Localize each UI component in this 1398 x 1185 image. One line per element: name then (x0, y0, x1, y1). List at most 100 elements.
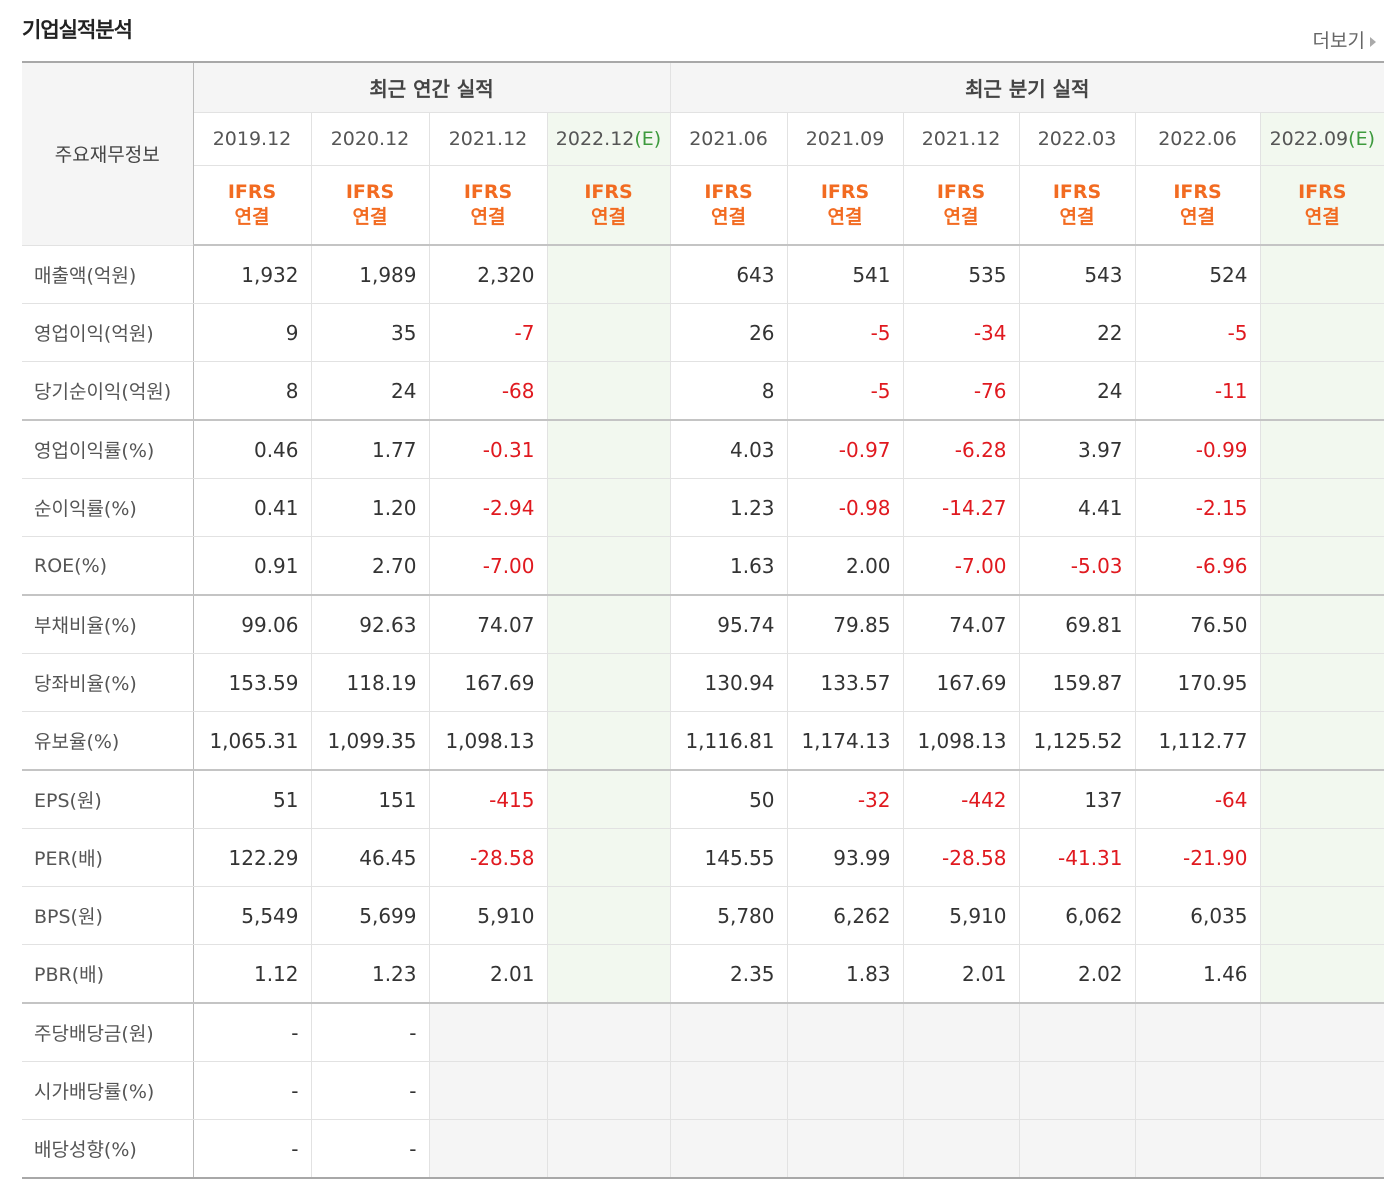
value-cell: 50 (669, 769, 788, 829)
value-cell: 95.74 (669, 594, 788, 654)
row-label: BPS(원) (22, 886, 194, 945)
value-cell: 24 (310, 361, 430, 421)
empty-cell (786, 1061, 904, 1120)
empty-cell (1259, 536, 1385, 596)
value-cell: -6.96 (1134, 536, 1261, 596)
value-cell: 92.63 (310, 594, 430, 654)
value-cell: 524 (1134, 244, 1261, 304)
accounting-standard: IFRS (936, 181, 986, 203)
period-header: 2020.12 (310, 112, 430, 166)
section-title: 기업실적분석 (22, 18, 133, 42)
empty-cell (1259, 594, 1385, 654)
period-header: 2022.09(E) (1259, 112, 1385, 166)
empty-cell (1259, 828, 1385, 887)
empty-cell (1259, 244, 1385, 304)
table-head: 주요재무정보 최근 연간 실적 최근 분기 실적 2019.12 2020.12 2021… (22, 61, 1385, 246)
value-cell: 1,065.31 (192, 711, 312, 771)
estimate-mark: (E) (634, 128, 662, 150)
value-cell: 99.06 (192, 594, 312, 654)
more-link[interactable]: 더보기 (1313, 26, 1376, 53)
empty-cell (546, 536, 671, 596)
value-cell: 133.57 (786, 653, 904, 712)
value-cell: 145.55 (669, 828, 788, 887)
value-cell: 5,699 (310, 886, 430, 945)
more-text[interactable]: 더보기 (1312, 30, 1365, 52)
value-cell: 4.03 (669, 419, 788, 479)
accounting-standard: IFRS (345, 181, 395, 203)
ifrs-row: IFRS 연결 IFRS 연결 IFRS 연결 IFRS 연결 IFRS 연결 IFRS 연결 IFRS… (22, 165, 1385, 246)
consolidation-scope: 연결 (1180, 206, 1215, 228)
value-cell: 0.91 (192, 536, 312, 596)
value-cell: -7.00 (902, 536, 1020, 596)
period-date: 2021.09 (805, 128, 885, 150)
period-header: 2022.12(E) (546, 112, 671, 166)
empty-cell (546, 653, 671, 712)
empty-cell (546, 1061, 671, 1120)
value-cell: 0.46 (192, 419, 312, 479)
value-cell: 130.94 (669, 653, 788, 712)
value-cell: 5,910 (902, 886, 1020, 945)
empty-cell (546, 303, 671, 362)
data-row: 영업이익률(%) 0.46 1.77 -0.31 4.03 -0.97 -6.28 3.97-… (22, 419, 1385, 479)
row-label: 영업이익(억원) (22, 303, 194, 362)
empty-cell (546, 244, 671, 304)
empty-cell (1259, 1119, 1385, 1179)
empty-cell (786, 1119, 904, 1179)
value-cell: 1,099.35 (310, 711, 430, 771)
value-cell: 26 (669, 303, 788, 362)
consolidation-scope: 연결 (1304, 206, 1340, 228)
value-cell: 74.07 (902, 594, 1020, 654)
group-header: 최근 분기 실적 (669, 61, 1385, 113)
value-cell: 46.45 (310, 828, 430, 887)
value-cell: - (310, 1002, 430, 1062)
data-row: 영업이익(억원) 9 35 -7 26 -5 -34 22 -5 (22, 303, 1385, 362)
value-cell: 8 (669, 361, 788, 421)
value-cell: 24 (1018, 361, 1136, 421)
consolidation-scope: 연결 (234, 206, 270, 228)
data-row: PER(배) 122.29 46.45 -28.58 145.55 93.99 -28.58… (22, 828, 1385, 887)
value-cell: 1,125.52 (1018, 711, 1136, 771)
value-cell: - (192, 1119, 312, 1179)
empty-cell (546, 886, 671, 945)
accounting-basis: IFRS 연결 (1018, 165, 1136, 246)
value-cell: -7 (428, 303, 548, 362)
empty-cell (1259, 769, 1385, 829)
value-cell: 1.12 (192, 944, 312, 1004)
value-cell: 1,098.13 (902, 711, 1020, 771)
value-cell: 9 (192, 303, 312, 362)
consolidation-scope: 연결 (591, 206, 626, 228)
value-cell: 79.85 (786, 594, 904, 654)
empty-cell (1259, 303, 1385, 362)
more-arrow[interactable] (1370, 36, 1376, 47)
row-label: 배당성향(%) (22, 1119, 194, 1179)
value-cell: 151 (310, 769, 430, 829)
row-label: PBR(배) (22, 944, 194, 1004)
value-cell: -2.94 (428, 478, 548, 537)
empty-cell (1018, 1119, 1136, 1179)
empty-cell (1134, 1061, 1261, 1120)
consolidation-scope: 연결 (470, 206, 506, 228)
empty-cell (1259, 1002, 1385, 1062)
empty-cell (546, 594, 671, 654)
empty-cell (546, 828, 671, 887)
data-row: BPS(원) 5,549 5,699 5,910 5,780 6,262 5,910 6,06… (22, 886, 1385, 945)
value-cell: -0.99 (1134, 419, 1261, 479)
group-header: 최근 연간 실적 (192, 61, 671, 113)
period-date: 2022.12 (555, 128, 635, 150)
empty-cell (669, 1061, 788, 1120)
value-cell: 2.35 (669, 944, 788, 1004)
value-cell: 153.59 (192, 653, 312, 712)
data-row: 시가배당률(%) - - (22, 1061, 1385, 1120)
value-cell: -6.28 (902, 419, 1020, 479)
accounting-standard: IFRS (584, 181, 633, 203)
value-cell: 167.69 (428, 653, 548, 712)
value-cell: -64 (1134, 769, 1261, 829)
accounting-basis: IFRS 연결 (1259, 165, 1385, 246)
period-header: 2022.06 (1134, 112, 1261, 166)
value-cell: -7.00 (428, 536, 548, 596)
value-cell: 1.23 (669, 478, 788, 537)
value-cell: - (310, 1119, 430, 1179)
accounting-standard: IFRS (227, 181, 277, 203)
consolidation-scope: 연결 (711, 206, 746, 228)
accounting-basis: IFRS 연결 (428, 165, 548, 246)
